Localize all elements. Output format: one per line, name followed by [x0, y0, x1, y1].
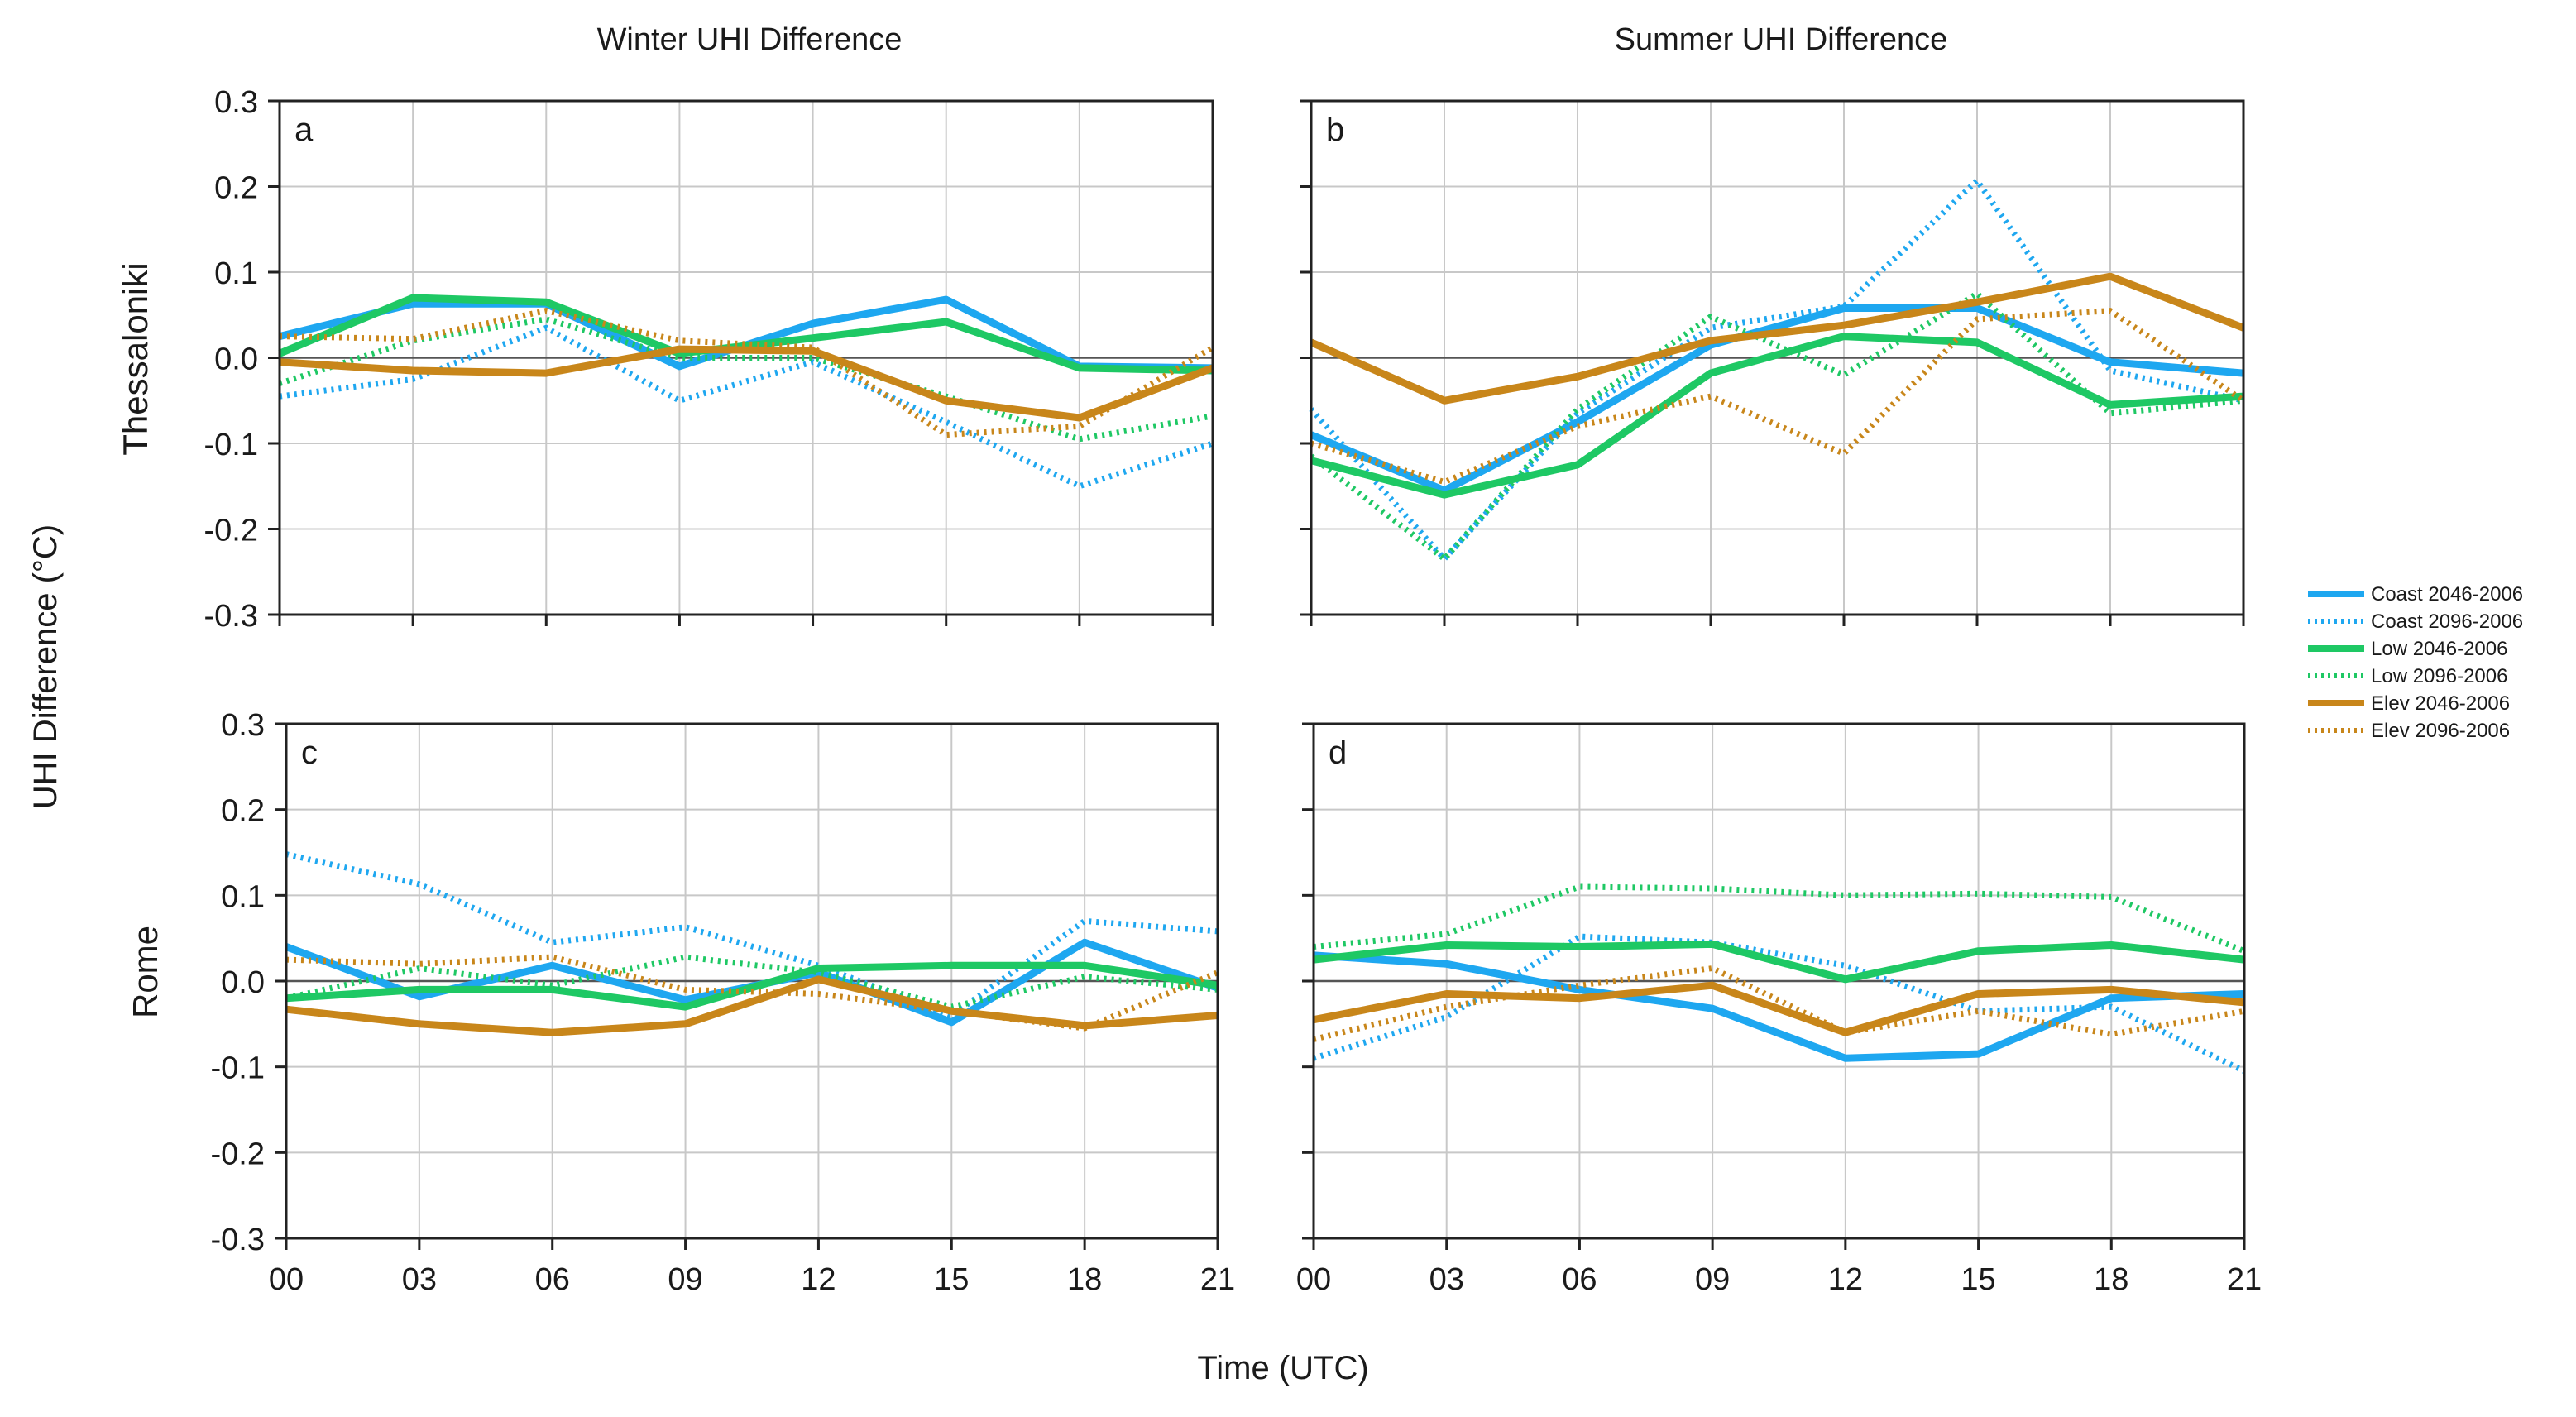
series-line-coast-2046-2006	[1313, 951, 2245, 1062]
series-line-elev-2046-2006	[1310, 272, 2245, 405]
legend-label: Coast 2046-2006	[2371, 583, 2523, 606]
x-tick-label: 18	[2094, 1262, 2128, 1297]
y-tick-label: -0.1	[211, 1051, 265, 1086]
series-line-low-2046-2006	[1313, 940, 2245, 984]
panel-b-thessaloniki-summer: b	[1300, 99, 2245, 626]
panel-letter: a	[294, 112, 314, 148]
series-line-coast-2046-2006	[1310, 304, 2244, 495]
x-tick-label: 03	[1429, 1262, 1464, 1297]
series-line-low-2096-2006	[1309, 290, 2244, 562]
legend: Coast 2046-2006 Coast 2096-2006 Low 2046-2…	[2308, 583, 2523, 742]
series-line-coast-2096-2006	[285, 851, 1219, 1018]
x-tick-label: 03	[402, 1262, 437, 1297]
y-axis-label: UHI Difference (°C)	[27, 524, 64, 809]
row-label-thessaloniki: Thessaloniki	[116, 262, 155, 455]
y-tick-label: 0.2	[214, 171, 258, 206]
y-tick-label: -0.1	[204, 428, 258, 462]
series-line-low-2046-2006	[278, 294, 1214, 375]
legend-label: Low 2046-2006	[2371, 638, 2507, 660]
x-tick-label: 09	[668, 1262, 702, 1297]
x-tick-label: 00	[1296, 1262, 1331, 1297]
y-tick-label: 0.1	[221, 879, 265, 914]
y-tick-label: 0.3	[214, 85, 258, 120]
y-tick-label: 0.0	[214, 342, 258, 377]
legend-label: Elev 2046-2006	[2371, 692, 2510, 715]
x-tick-label: 18	[1067, 1262, 1102, 1297]
x-tick-label: 12	[801, 1262, 836, 1297]
y-tick-label: 0.3	[221, 708, 265, 743]
x-tick-label: 06	[1562, 1262, 1597, 1297]
panel-letter: b	[1326, 112, 1344, 148]
x-tick-label: 21	[1200, 1262, 1235, 1297]
series-line-elev-2046-2006	[1313, 981, 2245, 1036]
y-tick-label: -0.3	[211, 1223, 265, 1257]
series-line-low-2096-2006	[285, 954, 1219, 1010]
y-tick-label: -0.3	[204, 599, 258, 634]
y-tick-label: -0.2	[211, 1137, 265, 1171]
x-tick-label: 09	[1695, 1262, 1730, 1297]
col-title-winter: Winter UHI Difference	[597, 22, 903, 57]
panel-c-rome-winter: 0.3 0.2 0.1 0.0 -0.1 -0.2 -0.300 03 06 09 12 15 18 21…	[211, 708, 1236, 1297]
y-tick-label: 0.1	[214, 256, 258, 291]
series-line-coast-2096-2006	[1312, 933, 2246, 1074]
x-tick-label: 12	[1828, 1262, 1863, 1297]
series-line-low-2046-2006	[1310, 333, 2244, 499]
series-line-elev-2096-2006	[285, 954, 1219, 1032]
col-title-summer: Summer UHI Difference	[1615, 22, 1948, 57]
row-label-rome: Rome	[126, 926, 165, 1018]
y-tick-label: 0.0	[221, 965, 265, 1000]
x-tick-label: 06	[535, 1262, 570, 1297]
panel-letter: c	[301, 735, 318, 771]
panel-letter: d	[1329, 735, 1347, 771]
x-tick-label: 21	[2227, 1262, 2262, 1297]
x-tick-label: 00	[269, 1262, 304, 1297]
panel-a-thessaloniki-winter: 0.3 0.2 0.1 0.0 -0.1 -0.2 -0.3 a	[204, 85, 1214, 634]
x-axis-label: Time (UTC)	[1197, 1350, 1368, 1386]
legend-label: Coast 2096-2006	[2371, 610, 2523, 633]
x-tick-label: 15	[1961, 1262, 1995, 1297]
series-line-low-2046-2006	[285, 961, 1219, 1011]
y-tick-label: -0.2	[204, 514, 258, 548]
series-line-elev-2096-2006	[1310, 308, 2245, 486]
panel-d-rome-summer: 00 03 06 09 12 15 18 21 d	[1296, 722, 2262, 1297]
legend-label: Elev 2096-2006	[2371, 720, 2510, 742]
series-line-elev-2046-2006	[279, 345, 1214, 422]
legend-label: Low 2096-2006	[2371, 665, 2507, 687]
y-tick-label: 0.2	[221, 794, 265, 829]
x-tick-label: 15	[934, 1262, 969, 1297]
series-line-low-2096-2006	[1313, 883, 2246, 954]
